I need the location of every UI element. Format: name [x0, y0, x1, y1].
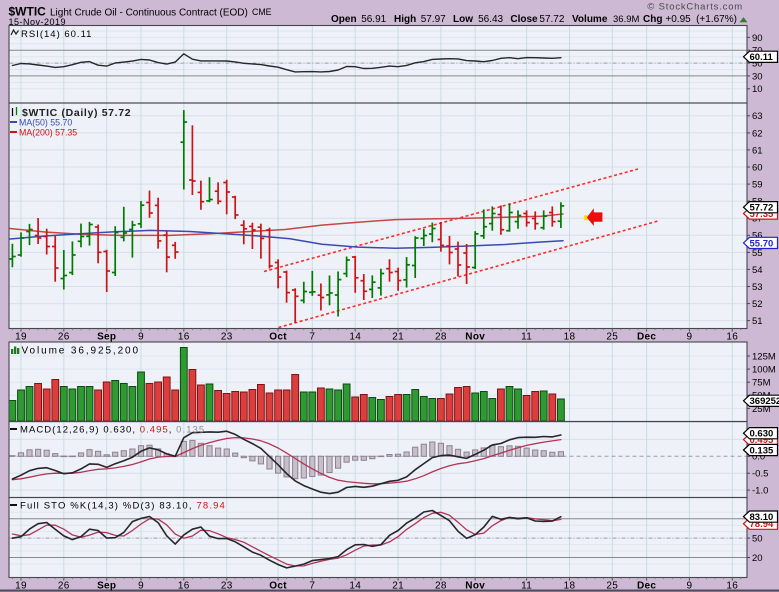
svg-text:11: 11	[521, 332, 532, 343]
svg-text:© StockCharts.com: © StockCharts.com	[647, 2, 743, 13]
svg-text:50: 50	[752, 534, 763, 545]
svg-text:Low: Low	[453, 14, 473, 25]
svg-text:57.72: 57.72	[750, 203, 774, 214]
svg-text:60: 60	[752, 162, 763, 173]
svg-text:20: 20	[752, 553, 763, 564]
svg-text:19: 19	[15, 581, 27, 592]
svg-text:56: 56	[752, 231, 763, 242]
svg-text:62: 62	[752, 128, 763, 139]
svg-text:Chg: Chg	[643, 14, 662, 25]
svg-text:26: 26	[58, 332, 70, 343]
svg-text:25M: 25M	[752, 404, 771, 415]
svg-text:16: 16	[178, 332, 190, 343]
svg-text:18: 18	[564, 332, 576, 343]
svg-text:0.135: 0.135	[750, 445, 774, 456]
svg-text:51: 51	[752, 316, 763, 327]
svg-text:55.70: 55.70	[750, 238, 774, 249]
svg-text:High: High	[394, 14, 416, 25]
svg-text:MA(200) 57.35: MA(200) 57.35	[19, 128, 77, 138]
svg-text:30: 30	[752, 71, 763, 82]
svg-text:Dec: Dec	[637, 332, 656, 343]
svg-text:57.97: 57.97	[421, 14, 446, 25]
svg-text:16: 16	[178, 581, 190, 592]
svg-text:50: 50	[752, 59, 763, 70]
svg-text:60.11: 60.11	[750, 52, 774, 63]
svg-text:-0.5: -0.5	[752, 469, 768, 480]
svg-text:25: 25	[606, 581, 618, 592]
svg-text:9: 9	[686, 332, 692, 343]
svg-text:Nov: Nov	[465, 332, 485, 343]
svg-text:57.35: 57.35	[750, 209, 774, 220]
svg-text:14: 14	[349, 581, 361, 592]
svg-text:0.630: 0.630	[750, 429, 774, 440]
svg-text:25: 25	[606, 332, 618, 343]
svg-text:14: 14	[349, 332, 361, 343]
svg-text:Light Crude Oil - Continuous C: Light Crude Oil - Continuous Contract (E…	[50, 8, 248, 19]
svg-text:Nov: Nov	[465, 581, 485, 592]
svg-text:11: 11	[521, 581, 532, 592]
svg-text:$WTIC (Daily) 57.72: $WTIC (Daily) 57.72	[22, 107, 131, 119]
svg-text:23: 23	[221, 332, 233, 343]
svg-text:9: 9	[138, 581, 144, 592]
svg-text:RSI(14) 60.11: RSI(14) 60.11	[21, 29, 92, 40]
svg-text:7: 7	[309, 332, 315, 343]
svg-text:0.0: 0.0	[752, 452, 765, 463]
svg-text:100M: 100M	[752, 365, 776, 376]
svg-text:53: 53	[752, 282, 763, 293]
svg-text:63: 63	[752, 111, 763, 122]
svg-text:9: 9	[138, 332, 144, 343]
svg-text:Volume 36,925,200: Volume 36,925,200	[22, 346, 140, 357]
svg-text:52: 52	[752, 299, 763, 310]
svg-text:CME: CME	[252, 7, 272, 17]
svg-text:0.495: 0.495	[750, 435, 774, 446]
svg-text:16: 16	[726, 581, 738, 592]
svg-text:26: 26	[58, 581, 70, 592]
svg-text:57.72: 57.72	[539, 14, 564, 25]
svg-text:36925200: 36925200	[750, 396, 779, 407]
svg-text:Oct: Oct	[269, 581, 287, 592]
svg-text:18: 18	[564, 581, 576, 592]
svg-text:56.91: 56.91	[361, 14, 386, 25]
svg-text:28: 28	[435, 581, 447, 592]
svg-text:78.94: 78.94	[750, 519, 774, 530]
svg-text:21: 21	[392, 581, 404, 592]
svg-text:7: 7	[309, 581, 315, 592]
svg-text:125M: 125M	[752, 351, 776, 362]
svg-text:-1.0: -1.0	[752, 486, 768, 497]
svg-text:(+1.67%): (+1.67%)	[696, 14, 737, 25]
svg-text:59: 59	[752, 180, 763, 191]
svg-text:$WTIC: $WTIC	[9, 5, 47, 19]
svg-text:Dec: Dec	[637, 581, 656, 592]
svg-text:83.10: 83.10	[750, 512, 774, 523]
svg-text:55: 55	[752, 248, 763, 259]
svg-text:36.9M: 36.9M	[613, 14, 639, 25]
svg-text:MA(50) 55.70: MA(50) 55.70	[19, 118, 72, 128]
svg-text:10: 10	[752, 84, 763, 95]
svg-text:54: 54	[752, 265, 763, 276]
svg-text:Full STO %K(14,3) %D(3) 83.10,: Full STO %K(14,3) %D(3) 83.10, 78.94	[20, 501, 226, 512]
svg-text:Oct: Oct	[269, 332, 287, 343]
svg-text:Volume: Volume	[572, 14, 608, 25]
svg-text:16: 16	[726, 332, 738, 343]
svg-text:21: 21	[392, 332, 404, 343]
svg-text:Sep: Sep	[97, 332, 116, 343]
svg-text:56.43: 56.43	[478, 14, 503, 25]
svg-text:Open: Open	[331, 14, 357, 25]
svg-text:75M: 75M	[752, 378, 771, 389]
svg-text:90: 90	[752, 33, 763, 44]
svg-text:15-Nov-2019: 15-Nov-2019	[9, 17, 67, 27]
svg-text:28: 28	[435, 332, 447, 343]
svg-text:+0.95: +0.95	[665, 14, 691, 25]
svg-text:9: 9	[686, 581, 692, 592]
svg-text:19: 19	[15, 332, 27, 343]
svg-text:61: 61	[752, 145, 763, 156]
svg-text:23: 23	[221, 581, 233, 592]
svg-text:MACD(12,26,9) 0.630, 0.495, 0.: MACD(12,26,9) 0.630, 0.495, 0.135	[20, 425, 205, 436]
svg-text:Sep: Sep	[97, 581, 116, 592]
svg-text:Close: Close	[510, 14, 538, 25]
